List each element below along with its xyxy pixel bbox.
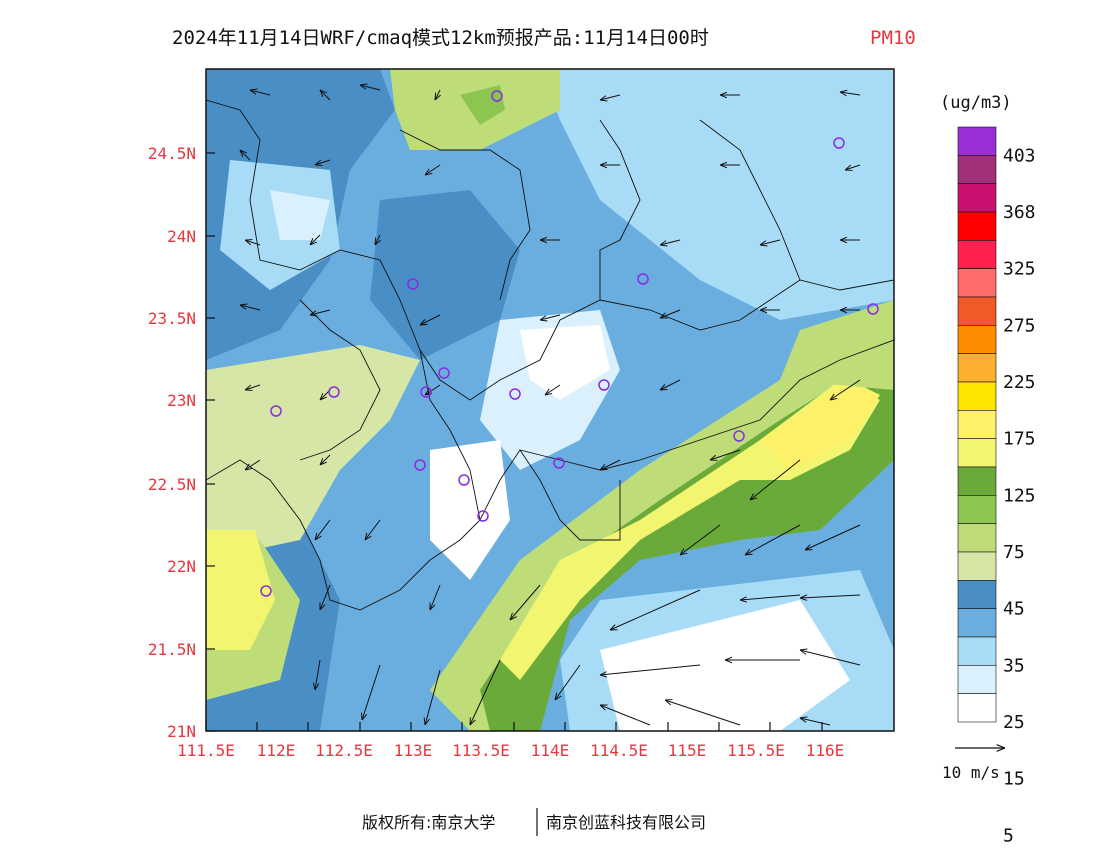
legend-level-label: 75: [1003, 542, 1025, 563]
legend-swatch: [957, 466, 997, 496]
legend-swatch: [957, 410, 997, 439]
green-core-north: [460, 85, 505, 125]
map-panel: [205, 68, 895, 732]
legend-level-label: 175: [1003, 429, 1036, 450]
legend-unit: (ug/m3): [940, 93, 1012, 113]
lon-label: 114.5E: [590, 741, 648, 760]
lat-label: 24.5N: [148, 144, 196, 163]
legend-swatch: [957, 438, 997, 468]
legend-swatch: [957, 580, 997, 609]
lat-label: 23.5N: [148, 309, 196, 328]
legend-labels: 403 368 325 275 225 175 125 75 45 35 25 15 5: [1003, 145, 1036, 846]
white-field-estuary: [430, 440, 510, 580]
lon-label: 113E: [394, 741, 433, 760]
legend-swatches: [957, 126, 997, 723]
legend-swatch: [957, 211, 997, 241]
legend-swatch: [957, 353, 997, 383]
lat-label: 22N: [167, 557, 196, 576]
legend-swatch: [957, 495, 997, 524]
legend-swatch: [957, 665, 997, 694]
lat-label: 21.5N: [148, 640, 196, 659]
legend-swatch: [957, 268, 997, 298]
legend-level-label: 25: [1003, 712, 1025, 733]
legend-level-label: 35: [1003, 655, 1025, 676]
legend-level-label: 275: [1003, 315, 1036, 336]
yellow-field-southwest: [206, 530, 275, 650]
light-field-northeast: [540, 69, 894, 320]
white-field-guangzhou: [520, 325, 610, 400]
legend-swatch: [957, 693, 997, 723]
map-variable-title: PM10: [870, 27, 916, 49]
green-field-east: [780, 300, 894, 390]
legend-swatch: [957, 551, 997, 581]
monitoring-stations: [260, 90, 879, 597]
lon-label: 114E: [531, 741, 570, 760]
legend-swatch: [957, 296, 997, 326]
wind-reference: 10 m/s: [942, 748, 1005, 782]
legend-swatch: [957, 636, 997, 666]
legend-swatch: [957, 325, 997, 354]
lat-label: 21N: [167, 722, 196, 741]
legend-level-label: 325: [1003, 259, 1036, 280]
legend-level-label: 15: [1003, 769, 1025, 790]
wind-reference-label: 10 m/s: [942, 763, 1000, 782]
footer-company: 南京创蓝科技有限公司: [546, 813, 706, 832]
lon-label: 112.5E: [315, 741, 373, 760]
wind-vectors: [240, 85, 861, 725]
legend-swatch: [957, 155, 997, 184]
legend-level-label: 368: [1003, 202, 1036, 223]
latitude-labels: 24.5N 24N 23.5N 23N 22.5N 22N 21.5N 21N: [148, 144, 196, 741]
footer-copyright: 版权所有:南京大学: [362, 813, 495, 832]
map-title: 2024年11月14日WRF/cmaq模式12km预报产品:11月14日00时: [172, 27, 709, 49]
lon-label: 116E: [806, 741, 845, 760]
legend-swatch: [957, 608, 997, 638]
yellow-core-east: [760, 380, 880, 470]
white-field-open-sea: [600, 600, 850, 731]
legend-swatch: [957, 523, 997, 553]
very-light-field-north: [270, 190, 330, 240]
legend-level-label: 403: [1003, 145, 1036, 166]
legend-level-label: 125: [1003, 485, 1036, 506]
legend-level-label: 225: [1003, 372, 1036, 393]
lat-label: 22.5N: [148, 475, 196, 494]
low-field-band-central: [370, 190, 520, 360]
legend-level-label: 45: [1003, 599, 1025, 620]
color-legend: (ug/m3) 403 368 325 275 225 175 125 75 45 35 25 15 5: [940, 93, 1036, 846]
lon-label: 115.5E: [727, 741, 785, 760]
lon-label: 112E: [257, 741, 296, 760]
longitude-labels: 111.5E 112E 112.5E 113E 113.5E 114E 114.…: [177, 741, 844, 760]
lon-label: 111.5E: [177, 741, 235, 760]
legend-swatch: [957, 126, 997, 156]
legend-swatch: [957, 183, 997, 213]
lon-label: 115E: [668, 741, 707, 760]
lat-label: 23N: [167, 391, 196, 410]
legend-swatch: [957, 381, 997, 411]
legend-level-label: 5: [1003, 825, 1014, 846]
legend-swatch: [957, 240, 997, 269]
axis-ticks: [205, 152, 823, 732]
lat-label: 24N: [167, 227, 196, 246]
lon-label: 113.5E: [452, 741, 510, 760]
pale-green-field-west: [206, 345, 420, 560]
